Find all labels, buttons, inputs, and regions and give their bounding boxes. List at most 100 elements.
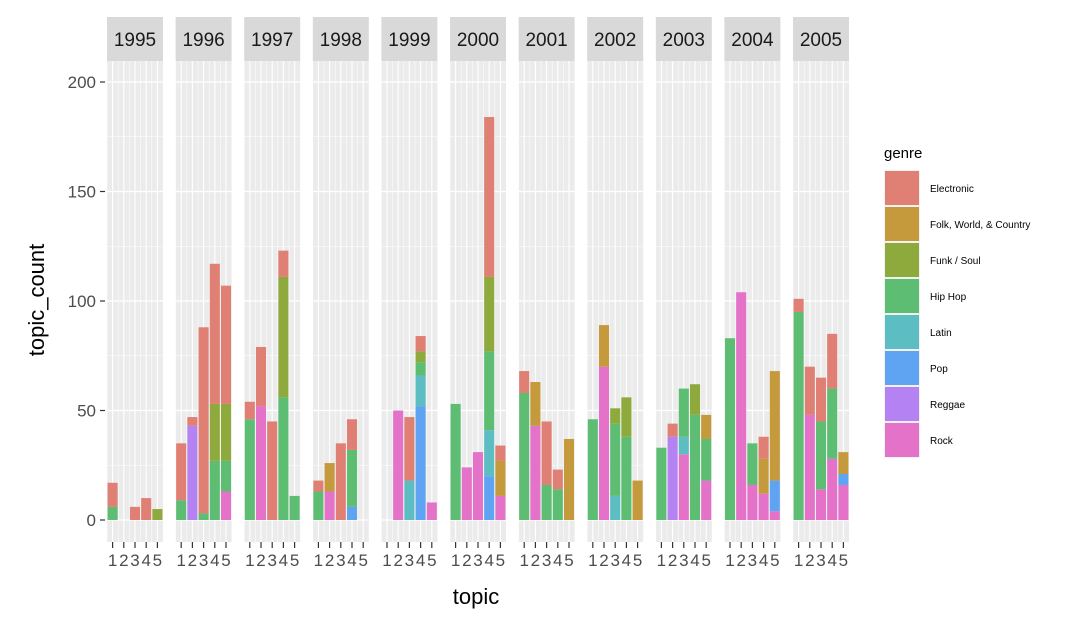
bar-segment-2001-topic5-folk-world-country [563, 438, 575, 520]
x-tick-label: 1 [314, 551, 323, 570]
bar-segment-1996-topic5-rock [220, 491, 232, 520]
bar-segment-1999-topic5-rock [426, 502, 437, 520]
x-tick-label: 5 [221, 551, 230, 570]
facet-1998: 1998 1 2 3 4 5 [312, 17, 369, 570]
y-axis-title: topic_count [24, 244, 49, 357]
bar-segment-1997-topic2-rock [255, 406, 267, 520]
bar-segment-2005-topic2-rock [804, 414, 815, 520]
x-tick-label: 4 [141, 551, 150, 570]
bar-segment-1996-topic3-hip-hop [198, 513, 209, 520]
facet-strip [381, 17, 438, 61]
facet-strip [107, 17, 163, 61]
bar-segment-1995-topic5-funk-soul [152, 509, 163, 520]
bar-segment-1997-topic4-funk-soul [278, 276, 289, 398]
bar-segment-1997-topic1-electronic [244, 401, 255, 420]
bar-segment-2000-topic4-electronic [484, 117, 495, 277]
legend: genre Electronic Folk, World, & Country Fu… [884, 145, 1030, 458]
legend-title: genre [884, 145, 922, 162]
bar-segment-2002-topic4-hip-hop [621, 436, 632, 520]
bar-segment-2004-topic3-rock [747, 484, 758, 520]
legend-label: Electronic [930, 184, 974, 195]
bar-segment-2004-topic5-pop [769, 480, 780, 512]
y-tick-label: 100 [68, 292, 96, 311]
bar-segment-1998-topic4-hip-hop [346, 449, 358, 507]
bar-segment-2002-topic3-funk-soul [610, 408, 621, 424]
x-tick-label: 4 [416, 551, 425, 570]
bar-segment-2000-topic4-pop [484, 476, 495, 520]
legend-swatch [885, 243, 919, 277]
facet-strip [450, 17, 506, 61]
bar-segment-1997-topic4-electronic [278, 250, 289, 277]
x-tick-label: 2 [256, 551, 265, 570]
bar-segment-2001-topic1-electronic [519, 371, 530, 393]
x-tick-label: 5 [427, 551, 436, 570]
facet-strip [244, 17, 301, 61]
x-tick-label: 5 [839, 551, 848, 570]
bar-segment-1997-topic4-hip-hop [278, 397, 289, 520]
facet-2005: 2005 1 2 3 4 5 [792, 17, 849, 570]
bar-segment-2005-topic4-rock [827, 458, 838, 520]
y-tick-label: 200 [68, 73, 96, 92]
bar-segment-1997-topic1-hip-hop [244, 419, 255, 520]
bar-segment-2005-topic5-pop [838, 474, 849, 485]
bar-segment-1996-topic2-reggae [187, 425, 198, 520]
bar-segment-2000-topic5-folk-world-country [495, 460, 506, 496]
facet-strip [518, 17, 575, 61]
bar-segment-2002-topic1-hip-hop [587, 419, 598, 520]
facet-strip-label: 1999 [388, 30, 430, 51]
bar-segment-2000-topic4-latin [484, 430, 495, 477]
legend-swatch [885, 387, 919, 421]
bar-segment-2001-topic3-hip-hop [541, 484, 552, 520]
bar-segment-1995-topic1-hip-hop [107, 506, 118, 520]
facet-strip [655, 17, 712, 61]
bar-segment-1996-topic5-funk-soul [220, 403, 232, 461]
x-tick-label: 4 [484, 551, 493, 570]
bar-segment-2000-topic5-rock [495, 495, 506, 520]
x-tick-label: 1 [382, 551, 391, 570]
bar-segment-2003-topic5-hip-hop [701, 438, 712, 481]
bar-segment-2000-topic4-funk-soul [484, 276, 495, 352]
bar-segment-1998-topic2-folk-world-country [324, 463, 335, 492]
bar-segment-1999-topic4-pop [415, 406, 426, 520]
facet-strip [175, 17, 232, 61]
bar-segment-2002-topic3-latin [610, 495, 621, 520]
x-tick-label: 3 [336, 551, 345, 570]
x-tick-label: 3 [679, 551, 688, 570]
y-tick-label: 0 [87, 511, 96, 530]
bar-segment-2001-topic2-rock [530, 425, 541, 520]
bar-segment-2003-topic2-reggae [667, 436, 678, 520]
bar-segment-1998-topic4-pop [346, 506, 358, 520]
x-tick-label: 2 [736, 551, 745, 570]
bar-segment-2003-topic1-hip-hop [656, 447, 667, 520]
legend-swatch [885, 315, 919, 349]
x-tick-label: 3 [748, 551, 757, 570]
x-tick-label: 1 [519, 551, 528, 570]
bar-segment-2004-topic5-folk-world-country [769, 371, 780, 481]
x-tick-label: 4 [553, 551, 562, 570]
facet-strip [793, 17, 849, 61]
bar-segment-1999-topic3-electronic [404, 417, 415, 481]
x-tick-label: 1 [108, 551, 117, 570]
x-tick-label: 1 [725, 551, 734, 570]
x-tick-label: 3 [130, 551, 139, 570]
x-tick-label: 3 [542, 551, 551, 570]
bar-segment-1996-topic1-electronic [176, 443, 187, 501]
x-tick-label: 1 [588, 551, 597, 570]
x-tick-label: 3 [610, 551, 619, 570]
bar-segment-2000-topic1-hip-hop [450, 403, 461, 520]
bar-segment-2005-topic2-electronic [804, 366, 815, 415]
bar-segment-1998-topic4-electronic [346, 419, 358, 450]
x-tick-label: 3 [267, 551, 276, 570]
bar-segment-2004-topic4-rock [758, 493, 769, 520]
bar-segment-2005-topic3-rock [815, 489, 827, 520]
legend-label: Funk / Soul [930, 256, 981, 267]
bar-segment-1995-topic4-electronic [141, 498, 152, 520]
bar-segment-2003-topic4-funk-soul [689, 384, 701, 415]
facet-strip-label: 2000 [457, 30, 499, 51]
bar-segment-2000-topic3-rock [472, 452, 484, 520]
facet-strip-label: 2005 [800, 30, 842, 51]
x-tick-label: 4 [622, 551, 631, 570]
bar-segment-1999-topic4-electronic [415, 336, 426, 352]
x-tick-label: 2 [805, 551, 814, 570]
